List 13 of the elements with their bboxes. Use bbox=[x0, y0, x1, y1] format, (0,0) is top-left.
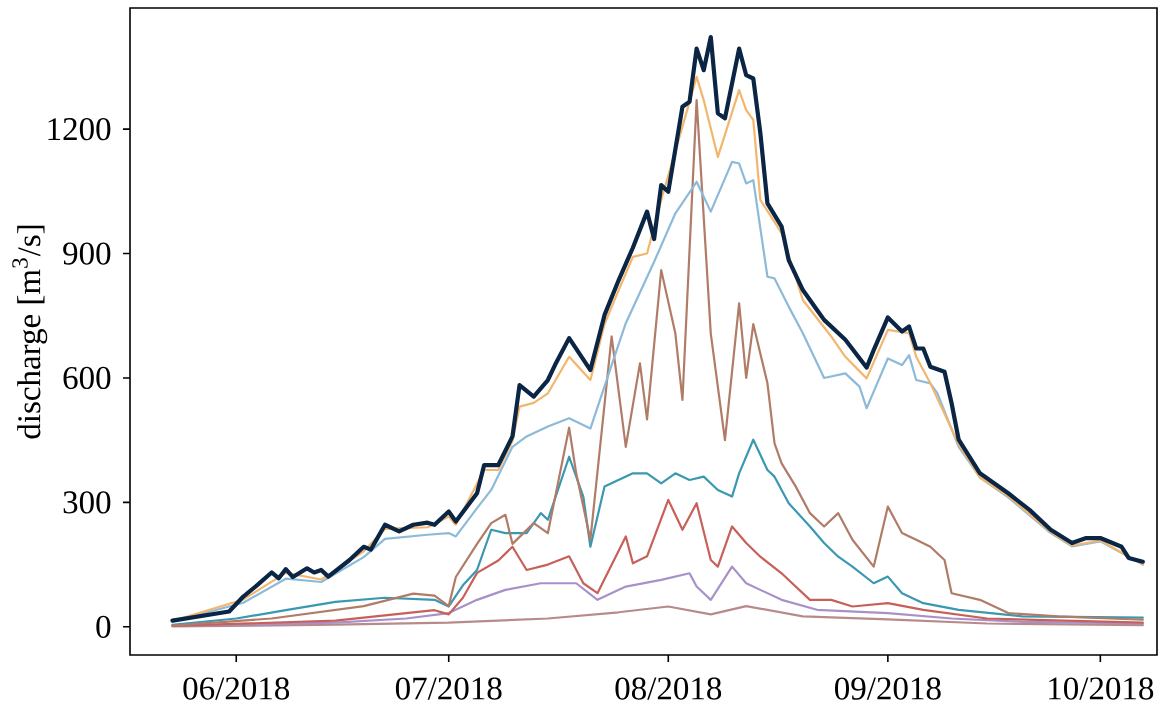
x-tick-label: 07/2018 bbox=[395, 677, 502, 700]
y-tick-label: 1200 bbox=[48, 117, 111, 141]
line-series bbox=[171, 604, 1144, 628]
y-tick-label: 300 bbox=[63, 491, 111, 514]
x-tick-label: 10/2018 bbox=[1049, 677, 1154, 700]
x-tick-label: 08/2018 bbox=[615, 677, 722, 700]
y-tick-label: 600 bbox=[63, 366, 111, 390]
y-axis-title: discharge [m$^{3}$/s] bbox=[12, 225, 48, 439]
x-tick-label: 09/2018 bbox=[835, 677, 941, 700]
y-tick-label: 0 bbox=[96, 615, 111, 638]
line-series bbox=[171, 438, 1144, 626]
y-tick-label: 900 bbox=[63, 242, 111, 265]
x-tick-label: 06/2018 bbox=[183, 677, 290, 700]
